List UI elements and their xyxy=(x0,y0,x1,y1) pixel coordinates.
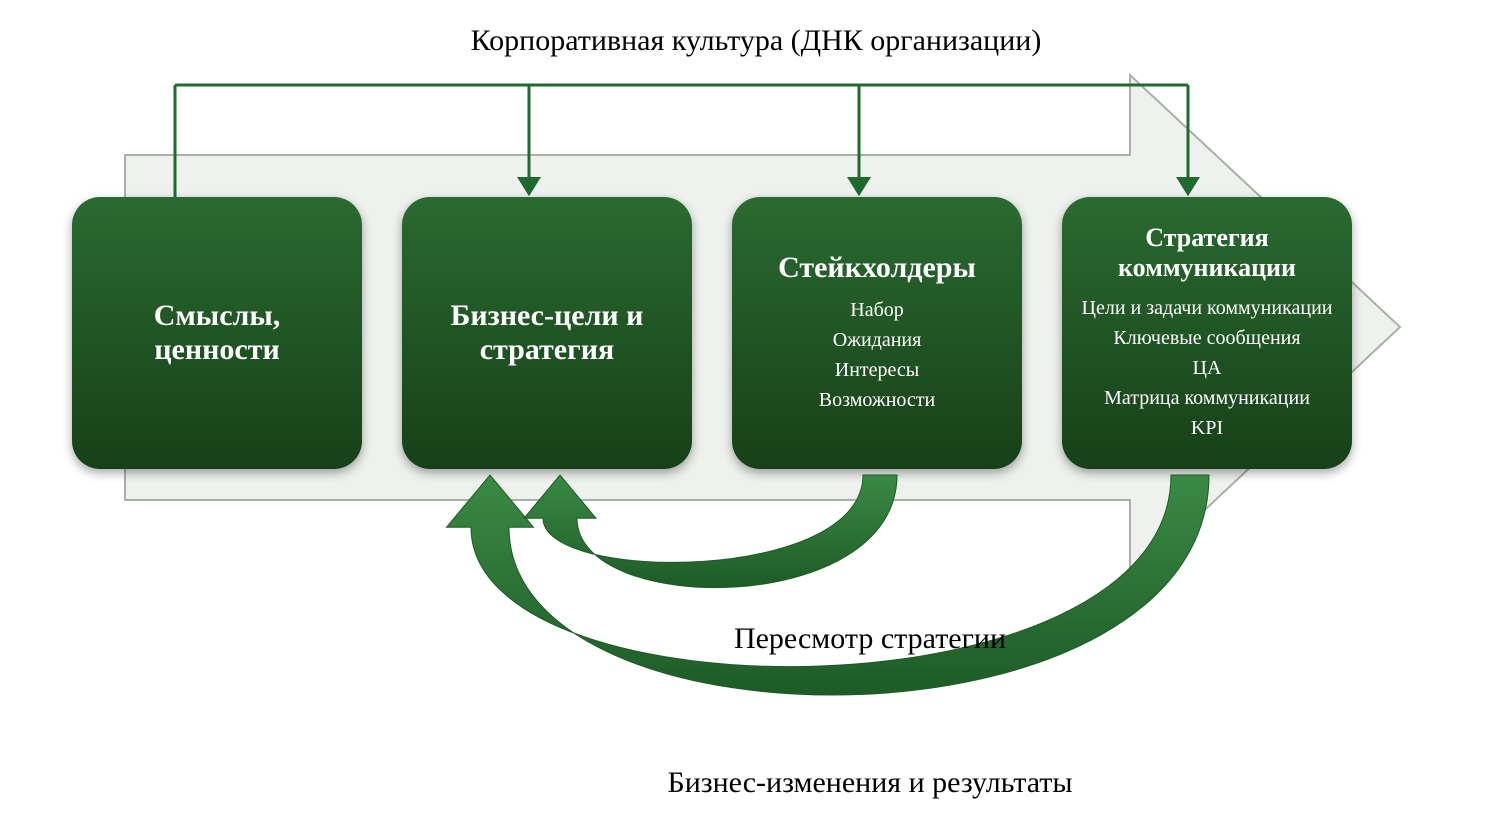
feedback-arrows xyxy=(0,0,1512,829)
label-mid: Пересмотр стратегии xyxy=(370,622,1370,656)
label-top: Корпоративная культура (ДНК организации) xyxy=(256,24,1256,58)
label-bottom: Бизнес-изменения и результаты xyxy=(370,766,1370,800)
diagram-stage: Смыслы, ценностиБизнес-цели и стратегияС… xyxy=(0,0,1512,829)
